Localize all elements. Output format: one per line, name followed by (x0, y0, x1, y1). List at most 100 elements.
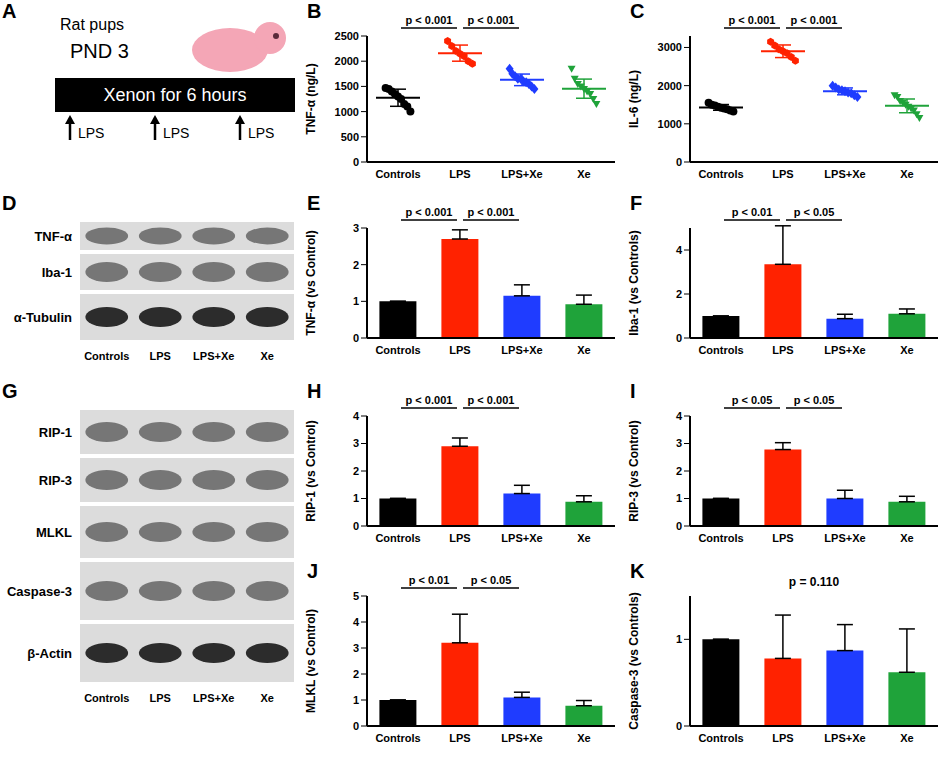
svg-text:1: 1 (676, 633, 682, 645)
svg-text:Controls: Controls (84, 692, 129, 704)
svg-text:p = 0.110: p = 0.110 (789, 575, 840, 589)
svg-text:4: 4 (353, 410, 360, 422)
svg-text:0: 0 (676, 156, 682, 168)
svg-text:Controls: Controls (375, 168, 420, 180)
svg-text:p < 0.01: p < 0.01 (732, 206, 773, 218)
svg-text:0: 0 (676, 520, 682, 532)
svg-text:TNF-α (ng/L): TNF-α (ng/L) (305, 63, 318, 134)
svg-text:3000: 3000 (658, 41, 682, 53)
svg-text:3: 3 (676, 437, 682, 449)
svg-text:Controls: Controls (375, 344, 420, 356)
svg-text:p < 0.001: p < 0.001 (406, 206, 453, 218)
svg-text:MLKL (vs Control): MLKL (vs Control) (305, 609, 318, 713)
svg-text:LPS: LPS (449, 732, 470, 744)
svg-text:0: 0 (353, 332, 359, 344)
svg-text:p < 0.001: p < 0.001 (729, 14, 776, 26)
svg-text:LPS+Xe: LPS+Xe (501, 344, 542, 356)
svg-text:Controls: Controls (698, 344, 743, 356)
svg-text:LPS+Xe: LPS+Xe (824, 532, 865, 544)
svg-text:LPS+Xe: LPS+Xe (501, 532, 542, 544)
svg-text:TNF-α: TNF-α (34, 229, 72, 244)
svg-text:LPS: LPS (772, 344, 793, 356)
svg-text:4: 4 (353, 616, 360, 628)
svg-text:1: 1 (353, 295, 359, 307)
svg-text:3: 3 (353, 222, 359, 234)
svg-text:LPS: LPS (163, 125, 189, 141)
svg-text:1000: 1000 (658, 118, 682, 130)
svg-text:2: 2 (353, 259, 359, 271)
svg-text:p < 0.001: p < 0.001 (468, 206, 515, 218)
svg-text:2000: 2000 (335, 55, 359, 67)
svg-text:LPS: LPS (248, 125, 274, 141)
svg-text:LPS+Xe: LPS+Xe (824, 344, 865, 356)
svg-text:1000: 1000 (335, 106, 359, 118)
svg-text:LPS: LPS (78, 125, 104, 141)
svg-text:500: 500 (341, 131, 359, 143)
svg-text:p < 0.001: p < 0.001 (406, 394, 453, 406)
svg-text:p < 0.05: p < 0.05 (471, 574, 512, 586)
svg-text:LPS+Xe: LPS+Xe (193, 350, 234, 362)
svg-text:TNF-α (vs Control): TNF-α (vs Control) (305, 230, 318, 335)
svg-text:Xe: Xe (900, 168, 913, 180)
svg-text:Xenon for 6 hours: Xenon for 6 hours (103, 85, 246, 105)
svg-text:p < 0.001: p < 0.001 (468, 14, 515, 26)
svg-text:Rat pups: Rat pups (60, 16, 124, 33)
svg-text:LPS: LPS (150, 692, 171, 704)
svg-text:Caspase-3: Caspase-3 (8, 584, 72, 599)
svg-text:IL-6 (ng/L): IL-6 (ng/L) (628, 70, 641, 128)
svg-text:Iba-1 (vs Controls): Iba-1 (vs Controls) (628, 230, 641, 335)
svg-text:α-Tubulin: α-Tubulin (14, 310, 72, 325)
svg-text:p < 0.001: p < 0.001 (791, 14, 838, 26)
svg-text:p < 0.001: p < 0.001 (468, 394, 515, 406)
svg-text:2: 2 (676, 465, 682, 477)
svg-text:p < 0.05: p < 0.05 (732, 394, 773, 406)
svg-text:p < 0.01: p < 0.01 (409, 574, 450, 586)
svg-text:Xe: Xe (261, 692, 274, 704)
svg-text:LPS+Xe: LPS+Xe (501, 168, 542, 180)
svg-text:1500: 1500 (335, 80, 359, 92)
svg-text:Caspase-3 (vs Controls): Caspase-3 (vs Controls) (628, 592, 641, 729)
svg-text:RIP-3 (vs Control): RIP-3 (vs Control) (628, 420, 641, 521)
svg-text:Xe: Xe (577, 344, 590, 356)
svg-text:LPS: LPS (772, 732, 793, 744)
svg-text:1: 1 (676, 492, 682, 504)
svg-text:0: 0 (353, 156, 359, 168)
svg-text:0: 0 (676, 332, 682, 344)
svg-text:LPS+Xe: LPS+Xe (193, 692, 234, 704)
svg-text:Xe: Xe (577, 532, 590, 544)
svg-text:Controls: Controls (698, 532, 743, 544)
svg-text:LPS: LPS (449, 168, 470, 180)
svg-text:5: 5 (353, 590, 359, 602)
svg-text:Controls: Controls (698, 168, 743, 180)
svg-text:RIP-1 (vs Control): RIP-1 (vs Control) (305, 420, 318, 521)
svg-text:p < 0.05: p < 0.05 (794, 206, 835, 218)
svg-text:RIP-3: RIP-3 (39, 473, 72, 488)
svg-text:LPS+Xe: LPS+Xe (824, 168, 865, 180)
svg-text:LPS: LPS (449, 344, 470, 356)
svg-text:LPS+Xe: LPS+Xe (824, 732, 865, 744)
svg-text:0: 0 (353, 720, 359, 732)
svg-text:p < 0.05: p < 0.05 (794, 394, 835, 406)
svg-text:Controls: Controls (375, 532, 420, 544)
svg-text:4: 4 (676, 244, 683, 256)
svg-text:LPS+Xe: LPS+Xe (501, 732, 542, 744)
svg-text:Xe: Xe (900, 732, 913, 744)
svg-text:Xe: Xe (900, 532, 913, 544)
svg-text:2: 2 (353, 465, 359, 477)
svg-text:3: 3 (353, 642, 359, 654)
svg-text:LPS: LPS (772, 532, 793, 544)
svg-text:LPS: LPS (150, 350, 171, 362)
svg-text:2: 2 (353, 668, 359, 680)
svg-text:Xe: Xe (261, 350, 274, 362)
svg-text:LPS: LPS (449, 532, 470, 544)
svg-text:Xe: Xe (577, 732, 590, 744)
svg-text:2000: 2000 (658, 80, 682, 92)
svg-text:0: 0 (353, 520, 359, 532)
svg-text:1: 1 (353, 492, 359, 504)
svg-text:0: 0 (676, 720, 682, 732)
svg-text:Controls: Controls (698, 732, 743, 744)
svg-text:Controls: Controls (84, 350, 129, 362)
svg-text:2500: 2500 (335, 30, 359, 42)
svg-text:3: 3 (353, 437, 359, 449)
svg-text:Iba-1: Iba-1 (42, 265, 72, 280)
